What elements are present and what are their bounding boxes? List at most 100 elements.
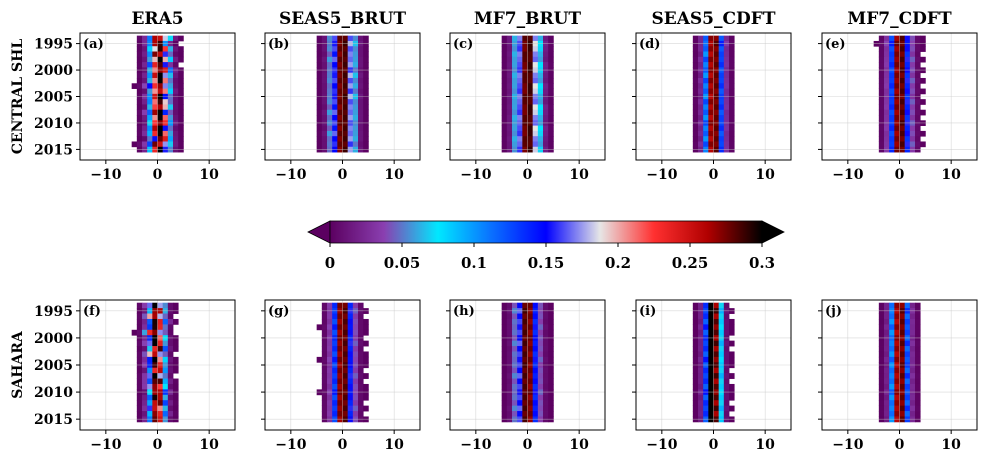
heatmap-cell (718, 99, 725, 105)
heatmap-cell (894, 351, 900, 358)
heatmap-cell (522, 83, 528, 89)
heatmap-cell (729, 130, 735, 137)
heatmap-cell (152, 62, 158, 68)
heatmap-cell (884, 367, 890, 374)
heatmap-cell (152, 302, 158, 309)
heatmap-cell (178, 125, 184, 132)
heatmap-cell (363, 356, 369, 363)
heatmap-cell (548, 125, 554, 132)
heatmap-cell (698, 329, 704, 336)
heatmap-cell (327, 329, 333, 336)
heatmap-cell (915, 367, 921, 374)
heatmap-cell (142, 83, 148, 89)
heatmap-cell (178, 46, 184, 52)
heatmap-cell (337, 313, 343, 320)
heatmap-cell (920, 88, 926, 95)
heatmap-cell (327, 35, 333, 42)
heatmap-cell (347, 340, 354, 347)
heatmap-cell (713, 318, 720, 325)
heatmap-cell (692, 318, 699, 325)
heatmap-cell (718, 125, 725, 132)
heatmap-cell (537, 356, 544, 363)
colorbar-tick-label: 0.3 (749, 254, 775, 272)
heatmap-cell (157, 340, 164, 347)
heatmap-cell (723, 77, 730, 84)
heatmap-cell (506, 346, 513, 352)
heatmap-cell (729, 394, 735, 401)
heatmap-cell (878, 35, 885, 42)
heatmap-cell (532, 411, 539, 417)
heatmap-cell (517, 77, 523, 84)
heatmap-cell (512, 72, 518, 79)
heatmap-cell (532, 318, 539, 325)
heatmap-cell (894, 373, 900, 379)
heatmap-cell (904, 109, 911, 116)
heatmap-cell (878, 400, 885, 407)
heatmap-cell (522, 383, 528, 390)
heatmap-cell (167, 400, 174, 407)
heatmap-cell (162, 378, 169, 385)
heatmap-cell (548, 141, 554, 148)
heatmap-cell (723, 383, 730, 390)
heatmap-cell (708, 346, 714, 352)
heatmap-cell (713, 51, 720, 58)
heatmap-cell (142, 394, 148, 401)
heatmap-cell (506, 324, 513, 331)
heatmap-cell (703, 125, 709, 132)
heatmap-cell (173, 318, 179, 325)
heatmap-cells (878, 302, 921, 423)
heatmap-cell (332, 104, 338, 111)
panel-label: (i) (639, 304, 656, 319)
heatmap-cell (548, 62, 554, 68)
heatmap-cell (909, 109, 916, 116)
heatmap-cell (713, 340, 720, 347)
heatmap-cell (537, 51, 544, 58)
heatmap-cell (723, 367, 730, 374)
heatmap-cell (703, 383, 709, 390)
heatmap-cell (692, 329, 699, 336)
heatmap-cell (537, 400, 544, 407)
heatmap-cell (692, 130, 699, 137)
heatmap-cell (889, 136, 895, 142)
heatmap-cell (136, 378, 143, 385)
heatmap-cell (347, 83, 354, 89)
heatmap-cell (909, 56, 916, 63)
heatmap-cell (713, 88, 720, 95)
heatmap-cell (532, 141, 539, 148)
heatmap-cell (548, 411, 554, 417)
heatmap-cell (157, 313, 164, 320)
heatmap-cell (527, 77, 534, 84)
heatmap-cell (147, 62, 153, 68)
heatmap-cell (517, 115, 523, 121)
heatmap-cell (327, 411, 333, 417)
heatmap-cell (723, 141, 730, 148)
heatmap-cell (136, 346, 143, 352)
heatmap-cell (909, 383, 916, 390)
heatmap-cell (147, 83, 153, 89)
heatmap-cell (718, 394, 725, 401)
heatmap-cell (889, 340, 895, 347)
heatmap-cell (692, 367, 699, 374)
heatmap-cell (316, 104, 323, 111)
heatmap-cell (167, 318, 174, 325)
heatmap-cell (152, 88, 158, 95)
heatmap-cell (548, 356, 554, 363)
heatmap-cell (178, 35, 184, 42)
heatmap-cell (909, 62, 916, 68)
y-tick-label: 2015 (34, 142, 73, 158)
heatmap-cell (347, 46, 354, 52)
x-tick-label: 0 (338, 167, 348, 183)
heatmap-cell (352, 83, 359, 89)
heatmap-cell (512, 136, 518, 142)
heatmap-cell (342, 136, 349, 142)
heatmap-cell (501, 378, 508, 385)
heatmap-cell (920, 109, 926, 116)
heatmap-cell (703, 324, 709, 331)
heatmap-cell (352, 51, 359, 58)
heatmap-cell (527, 383, 534, 390)
heatmap-cell (548, 72, 554, 79)
heatmap-cell (718, 46, 725, 52)
heatmap-cell (157, 77, 164, 84)
heatmap-cell (698, 405, 704, 412)
heatmap-cell (884, 313, 890, 320)
